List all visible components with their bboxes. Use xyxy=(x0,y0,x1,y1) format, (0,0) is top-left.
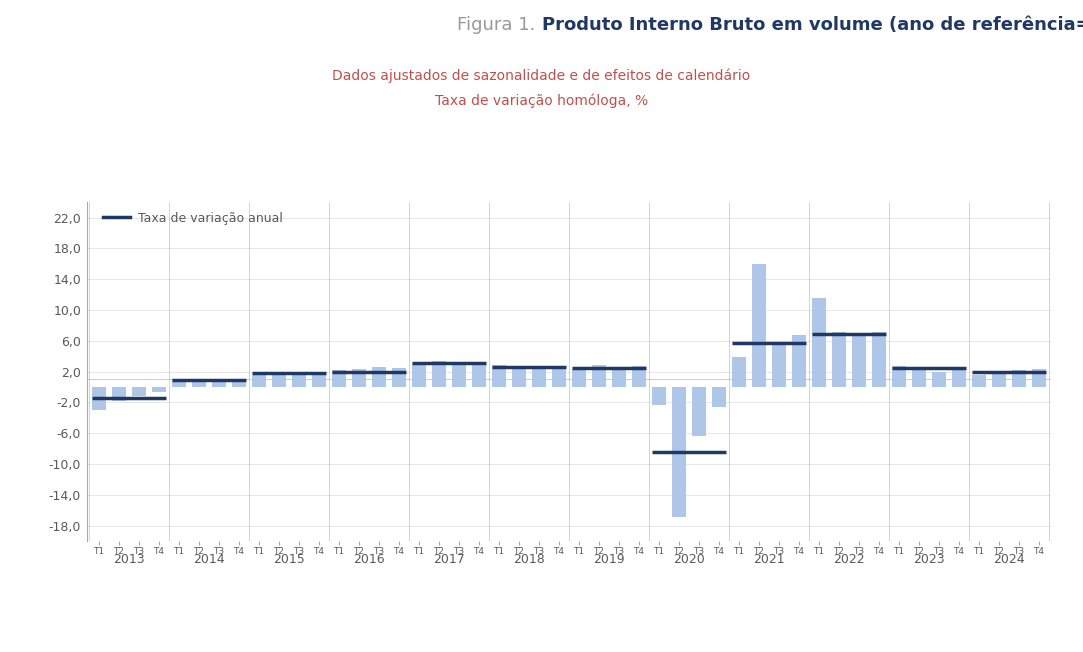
Text: 2014: 2014 xyxy=(193,553,224,566)
Text: 2020: 2020 xyxy=(673,553,704,566)
Bar xyxy=(152,387,166,393)
Bar xyxy=(992,373,1005,387)
Bar xyxy=(471,366,485,387)
Bar xyxy=(551,368,565,387)
Bar xyxy=(971,376,986,387)
Bar xyxy=(752,264,766,387)
Bar xyxy=(232,381,246,387)
Text: Produto Interno Bruto em volume (ano de referência=2021): Produto Interno Bruto em volume (ano de … xyxy=(542,16,1083,35)
Bar xyxy=(272,373,286,387)
Bar xyxy=(412,364,426,387)
Bar xyxy=(392,368,406,387)
Text: 2018: 2018 xyxy=(512,553,545,566)
Legend: Taxa de variação anual: Taxa de variação anual xyxy=(103,212,283,225)
Text: Taxa de variação homóloga, %: Taxa de variação homóloga, % xyxy=(435,93,648,108)
Bar xyxy=(572,369,586,387)
Bar xyxy=(811,299,825,387)
Text: Dados ajustados de sazonalidade e de efeitos de calendário: Dados ajustados de sazonalidade e de efe… xyxy=(332,68,751,83)
Bar xyxy=(371,367,386,387)
Bar xyxy=(1012,370,1026,387)
Text: 2017: 2017 xyxy=(433,553,465,566)
Bar xyxy=(171,379,185,387)
Text: 2023: 2023 xyxy=(913,553,944,566)
Text: 2024: 2024 xyxy=(993,553,1025,566)
Bar xyxy=(912,368,926,387)
Bar xyxy=(692,387,705,436)
Bar xyxy=(511,367,525,387)
Bar xyxy=(331,370,345,387)
Bar xyxy=(671,387,686,517)
Bar xyxy=(891,366,905,387)
Bar xyxy=(1031,369,1045,387)
Bar xyxy=(652,387,666,405)
Bar xyxy=(872,332,886,387)
Bar xyxy=(712,387,726,407)
Bar xyxy=(832,333,846,387)
Bar xyxy=(492,364,506,387)
Bar xyxy=(432,361,445,387)
Bar xyxy=(952,370,966,387)
Bar xyxy=(92,387,106,410)
Text: Figura 1.: Figura 1. xyxy=(457,16,542,35)
Text: 2019: 2019 xyxy=(592,553,625,566)
Bar xyxy=(931,372,945,387)
Bar xyxy=(312,374,326,387)
Bar xyxy=(851,334,865,387)
Bar xyxy=(352,369,366,387)
Bar xyxy=(132,387,145,396)
Text: 2022: 2022 xyxy=(833,553,864,566)
Bar xyxy=(112,387,126,401)
Bar xyxy=(612,367,626,387)
Bar xyxy=(211,381,225,387)
Bar xyxy=(251,375,265,387)
Bar xyxy=(631,366,645,387)
Bar xyxy=(192,379,206,387)
Text: 2021: 2021 xyxy=(753,553,784,566)
Text: 2015: 2015 xyxy=(273,553,304,566)
Bar xyxy=(731,357,745,387)
Bar xyxy=(591,366,605,387)
Bar xyxy=(291,374,305,387)
Bar xyxy=(452,362,466,387)
Text: 2013: 2013 xyxy=(113,553,144,566)
Bar xyxy=(792,334,806,387)
Bar xyxy=(771,342,785,387)
Text: 2016: 2016 xyxy=(353,553,384,566)
Bar xyxy=(532,367,546,387)
